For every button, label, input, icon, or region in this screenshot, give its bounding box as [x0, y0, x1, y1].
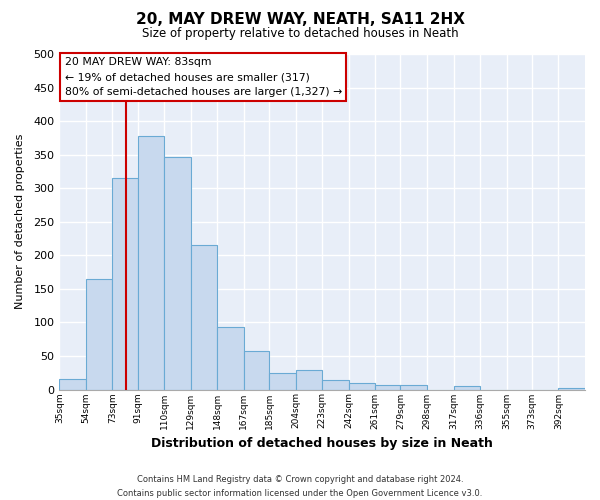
Text: Size of property relative to detached houses in Neath: Size of property relative to detached ho…	[142, 28, 458, 40]
Bar	[400, 386, 427, 390]
Bar	[164, 158, 191, 390]
Bar	[375, 385, 400, 390]
Bar	[112, 178, 137, 390]
Text: 20, MAY DREW WAY, NEATH, SA11 2HX: 20, MAY DREW WAY, NEATH, SA11 2HX	[136, 12, 464, 28]
Text: Contains HM Land Registry data © Crown copyright and database right 2024.
Contai: Contains HM Land Registry data © Crown c…	[118, 476, 482, 498]
Text: 20 MAY DREW WAY: 83sqm
← 19% of detached houses are smaller (317)
80% of semi-de: 20 MAY DREW WAY: 83sqm ← 19% of detached…	[65, 58, 342, 97]
Bar	[349, 383, 375, 390]
Y-axis label: Number of detached properties: Number of detached properties	[15, 134, 25, 310]
Bar	[454, 386, 480, 390]
Bar	[244, 352, 269, 390]
Bar	[137, 136, 164, 390]
Bar	[86, 279, 112, 390]
Bar	[269, 372, 296, 390]
Bar	[191, 245, 217, 390]
Bar	[217, 327, 244, 390]
Bar	[296, 370, 322, 390]
Bar	[559, 388, 585, 390]
Bar	[59, 380, 86, 390]
Bar	[322, 380, 349, 390]
X-axis label: Distribution of detached houses by size in Neath: Distribution of detached houses by size …	[151, 437, 493, 450]
